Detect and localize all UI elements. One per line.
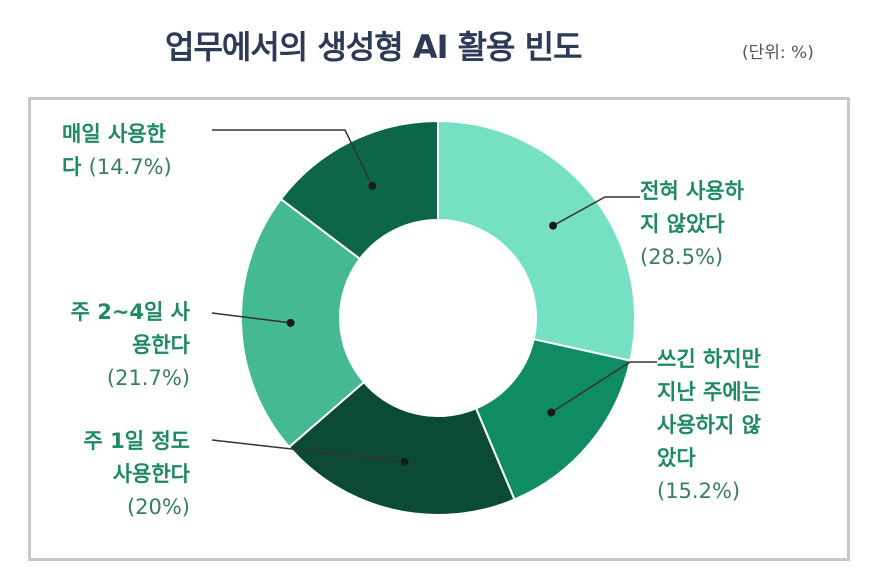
label-not-last-week-line2: 지난 주에는 [657, 380, 761, 404]
label-daily: 매일 사용한 다 (14.7%) [62, 118, 172, 184]
label-once-a-week-line2: 사용한다 [112, 462, 190, 486]
label-not-last-week-line4: 았다 [657, 446, 696, 470]
leader-line-never [552, 196, 640, 227]
leader-dot-daily [368, 181, 377, 190]
label-two-to-four-pct: (21.7%) [106, 366, 190, 390]
label-never-line2: 지 않았다 [640, 212, 725, 236]
label-never-pct: (28.5%) [640, 245, 724, 269]
unit-label: (단위: %) [742, 43, 814, 63]
leader-dot-two-to-four [286, 318, 295, 327]
label-daily-line2: 다 [62, 155, 82, 179]
label-two-to-four-line2: 용한다 [132, 333, 190, 357]
label-daily-pct: (14.7%) [88, 155, 172, 179]
chart-title: 업무에서의 생성형 AI 활용 빈도 [165, 28, 583, 66]
slice-never [437, 119, 636, 362]
label-not-last-week: 쓰긴 하지만 지난 주에는 사용하지 않 았다 (15.2%) [657, 343, 761, 508]
leader-line-once-a-week [211, 439, 405, 463]
label-two-to-four: 주 2~4일 사 용한다 (21.7%) [71, 296, 190, 395]
slice-two-to-four [240, 197, 366, 449]
label-once-a-week-line1: 주 1일 정도 [83, 429, 190, 453]
slice-once-a-week [287, 380, 516, 516]
label-not-last-week-pct: (15.2%) [657, 479, 741, 503]
label-never-line1: 전혀 사용하 [640, 179, 744, 203]
label-not-last-week-line3: 사용하지 않 [657, 413, 761, 437]
slice-daily [279, 119, 439, 261]
leader-dot-once-a-week [400, 457, 409, 466]
leader-line-daily [212, 129, 374, 187]
label-once-a-week: 주 1일 정도 사용한다 (20%) [83, 425, 190, 524]
chart-panel [28, 97, 850, 561]
leader-dot-not-last-week [547, 408, 556, 417]
label-two-to-four-line1: 주 2~4일 사 [70, 300, 190, 324]
leader-line-not-last-week [550, 361, 657, 414]
label-never: 전혀 사용하 지 않았다 (28.5%) [640, 175, 744, 274]
label-not-last-week-line1: 쓰긴 하지만 [657, 347, 761, 371]
leader-dot-never [549, 221, 558, 230]
leader-line-two-to-four [211, 312, 291, 324]
slice-not-last-week [474, 338, 632, 501]
label-once-a-week-pct: (20%) [126, 495, 190, 519]
label-daily-line1: 매일 사용한 [62, 122, 166, 146]
